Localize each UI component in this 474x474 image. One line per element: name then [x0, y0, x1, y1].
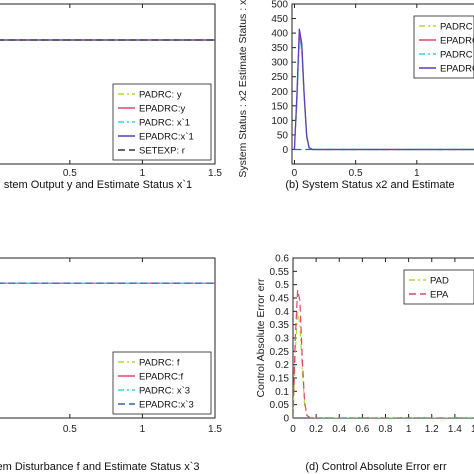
panel-caption: (b) System Status x2 and Estimate	[285, 179, 454, 191]
legend: PADRC EPADRC PADRC EPADRC	[413, 15, 474, 79]
legend-label: EPADRC:y	[139, 104, 186, 115]
y-tick-label: 250	[271, 72, 288, 83]
chart-panel-1: 0 0.5 1 0 50 100 150 200 250 300 350 400 450 500 Syste…	[237, 0, 474, 191]
y-tick-label: 0.55	[270, 267, 290, 278]
legend: PAD EPA	[403, 269, 474, 305]
x-tick-label: 1.5	[208, 424, 222, 435]
x-tick-label: 0.2	[309, 424, 323, 435]
x-tick-label: 1	[406, 424, 412, 435]
x-tick-label: 0.6	[355, 424, 369, 435]
x-tick-label: 1	[140, 424, 146, 435]
y-tick-label: 400	[271, 29, 288, 40]
y-tick-label: 0.1	[275, 387, 289, 398]
x-tick-label: 0.4	[332, 424, 346, 435]
legend-label: PADRC	[440, 22, 473, 33]
x-tick-label: 1.4	[448, 424, 462, 435]
legend-label: SETEXP: r	[139, 146, 185, 157]
legend-label: PADRC: f	[139, 358, 180, 369]
y-tick-label: 450	[271, 14, 288, 25]
legend-label: EPADRC	[440, 64, 474, 75]
y-tick-label: 0.6	[275, 254, 289, 265]
y-tick-label: 500	[271, 0, 288, 11]
y-tick-label: 0.2	[275, 360, 289, 371]
series-group	[293, 28, 474, 151]
x-tick-label: 0	[292, 168, 298, 179]
x-tick-label: 1.6	[471, 424, 474, 435]
x-tick-label: 1	[140, 168, 146, 179]
y-axis-label: System Status : x2 Estimate Status : x`2	[237, 0, 249, 178]
y-tick-label: 0.05	[270, 400, 290, 411]
y-tick-label: 200	[271, 87, 288, 98]
y-tick-label: 300	[271, 58, 288, 69]
series-line-1	[293, 289, 474, 418]
y-tick-label: 150	[271, 101, 288, 112]
y-tick-label: 50	[277, 130, 289, 141]
y-axis-label: Control Absolute Error err	[255, 278, 267, 398]
x-tick-label: 0	[290, 424, 296, 435]
legend-label: PADRC: x`1	[139, 118, 190, 129]
y-tick-label: 350	[271, 43, 288, 54]
y-tick-label: 0.35	[270, 320, 290, 331]
y-tick-label: 0	[283, 414, 289, 425]
y-tick-label: 0.4	[275, 307, 289, 318]
y-tick-label: 0.45	[270, 294, 290, 305]
x-tick-label: 0.5	[349, 168, 363, 179]
y-tick-label: 100	[271, 116, 288, 127]
y-tick-label: 0.15	[270, 374, 290, 385]
x-tick-label: 0.8	[379, 424, 393, 435]
x-tick-label: 1.2	[425, 424, 439, 435]
legend-box	[403, 269, 474, 305]
legend-label: EPADRC	[440, 36, 474, 47]
chart-panel-0: 0.5 1 1.5 stem Output y and Estimate Status…	[0, 3, 222, 191]
y-tick-label: 0	[282, 145, 288, 156]
chart-panel-3: 0 0.2 0.4 0.6 0.8 1 1.2 1.4 1.6 0 0.05 0.1 0.15 0.2 0.…	[255, 254, 474, 473]
x-tick-label: 1	[414, 168, 420, 179]
y-tick-label: 0.25	[270, 347, 290, 358]
y-tick-label: 0.5	[275, 280, 289, 291]
x-tick-label: 1.5	[208, 168, 222, 179]
series-group	[293, 289, 474, 418]
legend-label: EPADRC:f	[139, 372, 184, 383]
legend-label: EPADRC:x`3	[139, 400, 194, 411]
legend-label: PADRC: x`3	[139, 386, 190, 397]
legend-label: EPA	[430, 290, 449, 301]
legend: PADRC: y EPADRC:y PADRC: x`1 EPADRC:x`1 SETE…	[112, 83, 212, 161]
x-tick-label: 0.5	[63, 168, 77, 179]
y-tick-label: 0.3	[275, 334, 289, 345]
legend-label: PAD	[430, 276, 449, 287]
x-tick-label: 0.5	[63, 424, 77, 435]
panel-caption: (d) Control Absolute Error err	[305, 461, 447, 473]
panel-caption: em Disturbance f and Estimate Status x`3	[0, 461, 199, 473]
legend-label: PADRC: y	[139, 90, 182, 101]
legend-label: EPADRC:x`1	[139, 132, 194, 143]
legend-label: PADRC	[440, 50, 473, 61]
chart-panel-2: 0.5 1 1.5 em Disturbance f and Estimate Sta…	[0, 257, 222, 473]
legend: PADRC: f EPADRC:f PADRC: x`3 EPADRC:x`3	[112, 351, 212, 415]
panel-caption: stem Output y and Estimate Status x`1	[4, 179, 192, 191]
legend-box	[112, 83, 212, 161]
